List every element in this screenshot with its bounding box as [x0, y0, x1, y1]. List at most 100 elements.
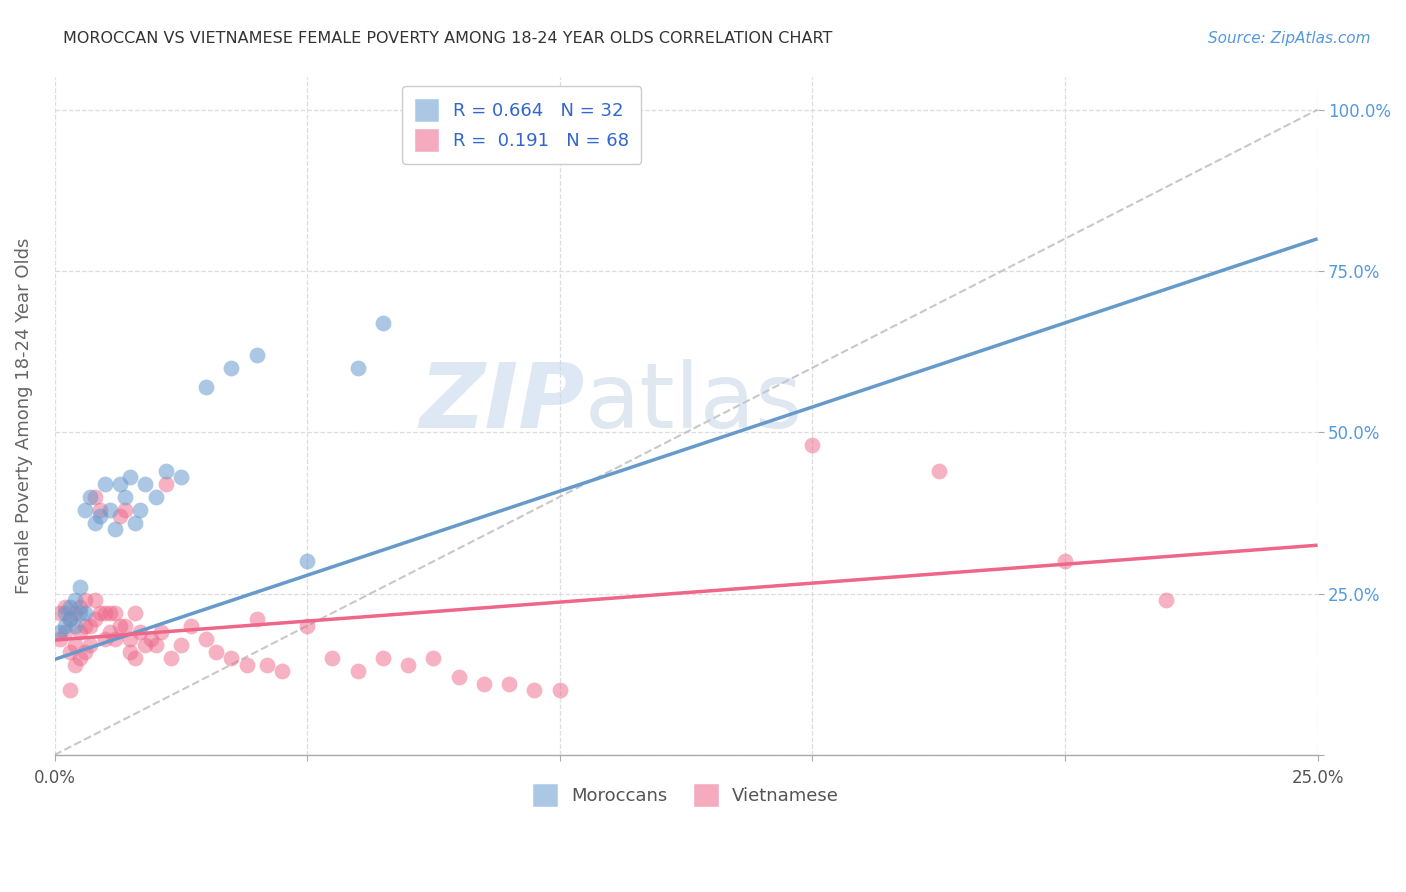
- Point: [396, 657, 419, 672]
- Point: [155, 464, 177, 478]
- Point: [108, 619, 131, 633]
- Point: [89, 606, 111, 620]
- Point: [48, 606, 70, 620]
- Point: [59, 612, 82, 626]
- Point: [120, 470, 142, 484]
- Point: [84, 593, 107, 607]
- Point: [346, 664, 368, 678]
- Point: [180, 619, 202, 633]
- Point: [73, 593, 96, 607]
- Point: [59, 683, 82, 698]
- Point: [114, 490, 136, 504]
- Point: [63, 593, 86, 607]
- Point: [149, 625, 172, 640]
- Point: [98, 606, 121, 620]
- Point: [89, 509, 111, 524]
- Point: [145, 638, 167, 652]
- Text: Source: ZipAtlas.com: Source: ZipAtlas.com: [1208, 31, 1371, 46]
- Point: [69, 651, 91, 665]
- Text: MOROCCAN VS VIETNAMESE FEMALE POVERTY AMONG 18-24 YEAR OLDS CORRELATION CHART: MOROCCAN VS VIETNAMESE FEMALE POVERTY AM…: [63, 31, 832, 46]
- Point: [53, 619, 76, 633]
- Point: [108, 477, 131, 491]
- Point: [73, 606, 96, 620]
- Point: [170, 638, 193, 652]
- Point: [48, 625, 70, 640]
- Point: [371, 651, 394, 665]
- Point: [498, 677, 520, 691]
- Point: [73, 645, 96, 659]
- Point: [195, 632, 218, 646]
- Legend: Moroccans, Vietnamese: Moroccans, Vietnamese: [526, 777, 846, 814]
- Point: [104, 632, 127, 646]
- Point: [63, 619, 86, 633]
- Point: [155, 477, 177, 491]
- Point: [134, 477, 156, 491]
- Point: [256, 657, 278, 672]
- Point: [94, 477, 117, 491]
- Point: [1053, 554, 1076, 568]
- Y-axis label: Female Poverty Among 18-24 Year Olds: Female Poverty Among 18-24 Year Olds: [15, 238, 32, 594]
- Point: [53, 606, 76, 620]
- Point: [246, 612, 269, 626]
- Point: [346, 360, 368, 375]
- Point: [84, 490, 107, 504]
- Point: [129, 502, 152, 516]
- Point: [94, 606, 117, 620]
- Point: [295, 619, 318, 633]
- Point: [73, 619, 96, 633]
- Point: [159, 651, 181, 665]
- Point: [801, 438, 824, 452]
- Point: [124, 651, 146, 665]
- Point: [59, 612, 82, 626]
- Point: [295, 554, 318, 568]
- Point: [84, 612, 107, 626]
- Point: [120, 632, 142, 646]
- Point: [104, 606, 127, 620]
- Point: [371, 316, 394, 330]
- Point: [134, 638, 156, 652]
- Point: [98, 502, 121, 516]
- Point: [53, 599, 76, 614]
- Point: [84, 516, 107, 530]
- Point: [98, 625, 121, 640]
- Point: [59, 599, 82, 614]
- Point: [63, 657, 86, 672]
- Point: [69, 606, 91, 620]
- Point: [73, 502, 96, 516]
- Point: [114, 619, 136, 633]
- Point: [48, 632, 70, 646]
- Point: [170, 470, 193, 484]
- Point: [69, 625, 91, 640]
- Point: [63, 638, 86, 652]
- Point: [221, 360, 243, 375]
- Point: [221, 651, 243, 665]
- Point: [124, 606, 146, 620]
- Point: [205, 645, 228, 659]
- Point: [321, 651, 343, 665]
- Text: atlas: atlas: [585, 359, 803, 447]
- Point: [53, 625, 76, 640]
- Point: [145, 490, 167, 504]
- Point: [523, 683, 546, 698]
- Point: [69, 580, 91, 594]
- Point: [114, 502, 136, 516]
- Point: [235, 657, 257, 672]
- Point: [447, 671, 470, 685]
- Point: [89, 502, 111, 516]
- Point: [59, 645, 82, 659]
- Point: [422, 651, 444, 665]
- Text: ZIP: ZIP: [420, 359, 585, 447]
- Point: [79, 638, 101, 652]
- Point: [108, 509, 131, 524]
- Point: [124, 516, 146, 530]
- Point: [120, 645, 142, 659]
- Point: [94, 632, 117, 646]
- Point: [472, 677, 495, 691]
- Point: [129, 625, 152, 640]
- Point: [246, 348, 269, 362]
- Point: [1154, 593, 1177, 607]
- Point: [270, 664, 292, 678]
- Point: [69, 599, 91, 614]
- Point: [104, 522, 127, 536]
- Point: [548, 683, 571, 698]
